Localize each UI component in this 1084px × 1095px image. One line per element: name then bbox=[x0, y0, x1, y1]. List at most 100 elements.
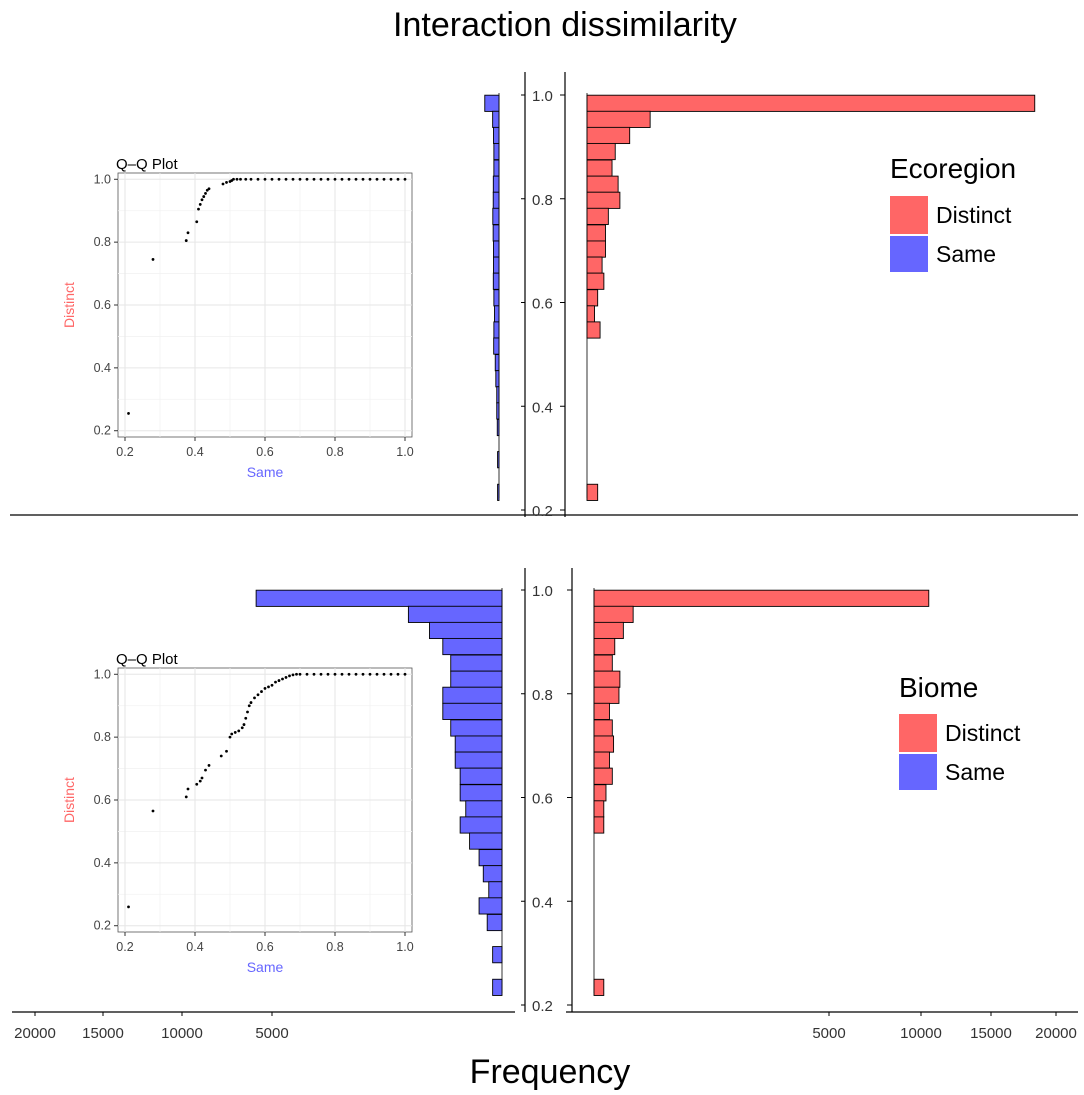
qq-point bbox=[263, 687, 267, 690]
same-bar bbox=[454, 735, 503, 753]
qq-x-tick-label: 0.6 bbox=[256, 940, 273, 954]
qq-point bbox=[184, 795, 188, 799]
qq-point bbox=[319, 672, 323, 676]
qq-point bbox=[382, 177, 386, 181]
same-bar bbox=[469, 832, 503, 850]
qq-point bbox=[228, 735, 232, 739]
distinct-bar bbox=[593, 816, 605, 834]
same-bar bbox=[442, 686, 503, 704]
same-bar bbox=[492, 207, 500, 225]
qq-point bbox=[202, 195, 206, 198]
qq-point bbox=[219, 754, 223, 758]
qq-point bbox=[291, 673, 295, 677]
distinct-bar bbox=[586, 483, 599, 501]
same-bar bbox=[478, 897, 503, 915]
same-bar bbox=[493, 289, 500, 307]
qq-point bbox=[340, 672, 344, 676]
same-bar bbox=[497, 483, 500, 501]
y-tick-label: 0.2 bbox=[532, 998, 553, 1015]
legend-swatch-distinct bbox=[899, 714, 937, 752]
same-bar bbox=[454, 751, 503, 769]
qq-point bbox=[256, 693, 260, 697]
legend-swatch-distinct bbox=[890, 196, 928, 234]
y-tick-label: 1.0 bbox=[532, 583, 553, 600]
qq-point bbox=[263, 177, 267, 181]
legend-label-distinct: Distinct bbox=[936, 202, 1012, 228]
same-bar bbox=[482, 865, 503, 883]
qq-x-tick-label: 0.6 bbox=[256, 445, 273, 459]
qq-point bbox=[186, 787, 190, 791]
distinct-bar bbox=[586, 224, 606, 242]
qq-inset: 0.2 0.4 0.6 0.8 1.0 0.2 0.4 0.6 0.8 1.0 Q–Q Plot Sa… bbox=[61, 156, 414, 480]
qq-point bbox=[197, 207, 200, 211]
distinct-bar bbox=[593, 751, 610, 769]
distinct-bar bbox=[593, 784, 607, 802]
qq-inset: 0.2 0.4 0.6 0.8 1.0 0.2 0.4 0.6 0.8 1.0 Q–Q Plot Sa… bbox=[61, 651, 414, 975]
y-tick-label: 0.4 bbox=[532, 399, 553, 416]
same-bar bbox=[493, 159, 500, 177]
same-bar bbox=[488, 881, 503, 899]
figure-title: Interaction dissimilarity bbox=[393, 6, 737, 44]
qq-point bbox=[232, 177, 235, 181]
qq-y-tick-label: 0.6 bbox=[94, 298, 111, 312]
freq-tick-label: 10000 bbox=[161, 1025, 203, 1042]
distinct-bar bbox=[586, 110, 651, 128]
distinct-bar bbox=[593, 800, 605, 818]
qq-point bbox=[230, 732, 234, 736]
qq-title: Q–Q Plot bbox=[116, 156, 179, 173]
freq-tick-label: 10000 bbox=[900, 1025, 942, 1042]
qq-point bbox=[244, 716, 248, 720]
qq-point bbox=[368, 672, 372, 676]
same-bar bbox=[450, 670, 503, 688]
same-bar bbox=[459, 767, 503, 785]
qq-point bbox=[396, 672, 400, 676]
qq-y-tick-label: 0.2 bbox=[94, 424, 111, 438]
qq-point bbox=[333, 672, 337, 676]
x-axis-title: Frequency bbox=[470, 1053, 631, 1090]
same-bar bbox=[255, 589, 503, 607]
distinct-bar bbox=[586, 321, 601, 339]
qq-x-tick-label: 0.4 bbox=[186, 940, 203, 954]
y-tick-label: 0.8 bbox=[532, 687, 553, 704]
legend-title: Biome bbox=[899, 672, 978, 703]
qq-point bbox=[375, 177, 379, 181]
qq-point bbox=[221, 182, 225, 186]
y-tick-label: 1.0 bbox=[532, 88, 553, 105]
legend-title: Ecoregion bbox=[890, 153, 1016, 184]
freq-tick-label: 15000 bbox=[82, 1025, 124, 1042]
same-bar bbox=[484, 94, 500, 112]
qq-point bbox=[295, 672, 298, 676]
qq-point bbox=[198, 203, 202, 206]
qq-point bbox=[260, 690, 263, 693]
distinct-bar bbox=[586, 289, 599, 307]
distinct-bar bbox=[586, 207, 609, 225]
same-bar bbox=[496, 402, 500, 420]
qq-title: Q–Q Plot bbox=[116, 651, 179, 668]
legend-label-distinct: Distinct bbox=[945, 720, 1021, 746]
same-bar bbox=[497, 451, 500, 469]
qq-y-tick-label: 0.8 bbox=[94, 235, 111, 249]
qq-point bbox=[319, 177, 323, 181]
qq-point bbox=[288, 674, 291, 678]
qq-point bbox=[207, 764, 211, 767]
qq-point bbox=[184, 239, 188, 242]
qq-point bbox=[200, 776, 204, 780]
distinct-bar bbox=[586, 305, 595, 323]
distinct-bar bbox=[593, 686, 620, 704]
qq-point bbox=[246, 710, 249, 714]
qq-x-label: Same bbox=[247, 959, 284, 975]
qq-point bbox=[305, 672, 309, 676]
qq-point bbox=[326, 177, 330, 181]
qq-point bbox=[333, 177, 337, 181]
same-bar bbox=[496, 386, 500, 404]
qq-y-label: Distinct bbox=[61, 282, 77, 328]
qq-point bbox=[249, 177, 253, 181]
same-bar bbox=[459, 816, 503, 834]
qq-x-tick-label: 0.8 bbox=[326, 445, 343, 459]
same-bar bbox=[492, 978, 503, 996]
qq-point bbox=[195, 782, 199, 786]
qq-y-tick-label: 0.8 bbox=[94, 730, 111, 744]
qq-point bbox=[242, 723, 246, 726]
